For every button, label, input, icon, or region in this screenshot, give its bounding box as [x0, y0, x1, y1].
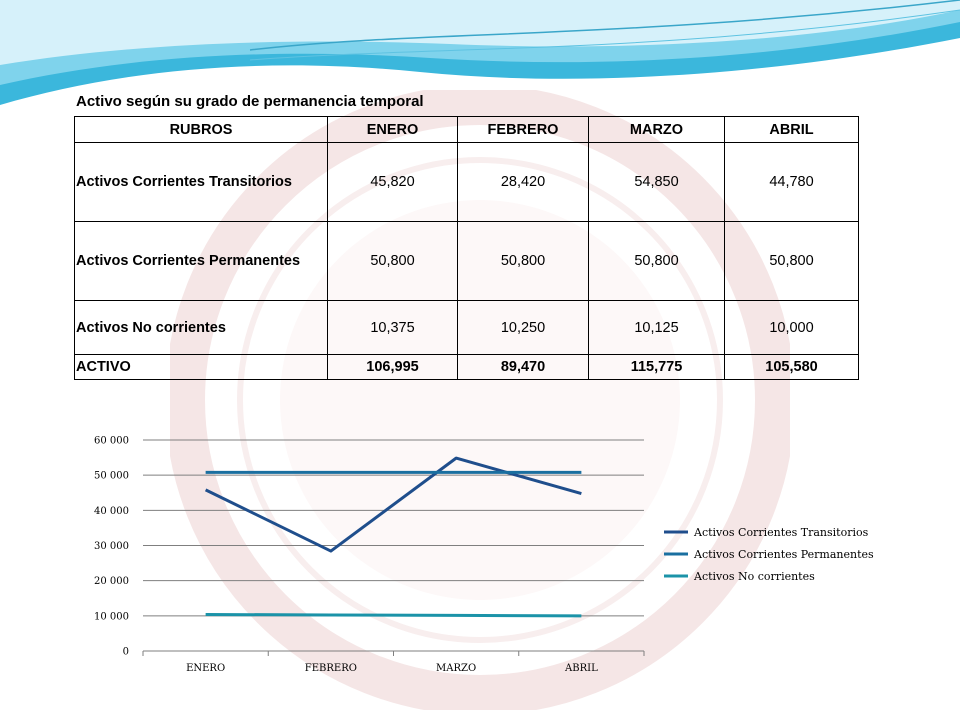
header-febrero: FEBRERO [457, 116, 589, 143]
table-total-row: ACTIVO 106,995 89,470 115,775 105,580 [74, 354, 859, 380]
header-rubros: RUBROS [74, 116, 328, 143]
total-label: ACTIVO [74, 354, 328, 380]
cell-value: 10,375 [327, 300, 458, 355]
table-header-row: RUBROS ENERO FEBRERO MARZO ABRIL [74, 116, 859, 143]
header-wave-decoration [0, 0, 960, 105]
total-value: 89,470 [457, 354, 589, 380]
header-enero: ENERO [327, 116, 458, 143]
x-tick-label: ABRIL [564, 663, 598, 674]
cell-value: 50,800 [724, 221, 859, 301]
y-tick-label: 20 000 [94, 576, 129, 587]
series-line [204, 456, 582, 553]
total-value: 106,995 [327, 354, 458, 380]
y-tick-label: 30 000 [94, 541, 129, 552]
cell-value: 10,250 [457, 300, 589, 355]
line-chart: 0 10 000 20 000 30 000 40 000 50 000 60 000 ENE… [94, 436, 874, 675]
cell-value: 10,000 [724, 300, 859, 355]
assets-table: RUBROS ENERO FEBRERO MARZO ABRIL Activos… [74, 116, 859, 380]
series-line [205, 613, 582, 618]
table-row: Activos Corrientes Permanentes 50,800 50… [74, 221, 859, 301]
legend-label: Activos Corrientes Permanentes [693, 548, 874, 561]
header-abril: ABRIL [724, 116, 859, 143]
table-title: Activo según su grado de permanencia tem… [76, 93, 424, 110]
cell-value: 28,420 [457, 142, 589, 222]
legend-label: Activos Corrientes Transitorios [693, 526, 869, 539]
x-tick-label: ENERO [186, 663, 225, 674]
total-value: 115,775 [588, 354, 725, 380]
cell-value: 54,850 [588, 142, 725, 222]
y-tick-label: 0 [123, 647, 129, 658]
row-label: Activos Corrientes Permanentes [74, 221, 328, 301]
x-tick-label: FEBRERO [305, 663, 357, 674]
row-label: Activos No corrientes [74, 300, 328, 355]
row-label: Activos Corrientes Transitorios [74, 142, 328, 222]
header-marzo: MARZO [588, 116, 725, 143]
y-tick-label: 40 000 [94, 506, 129, 517]
cell-value: 44,780 [724, 142, 859, 222]
y-tick-label: 50 000 [94, 471, 129, 482]
table-row: Activos No corrientes 10,375 10,250 10,1… [74, 300, 859, 355]
cell-value: 10,125 [588, 300, 725, 355]
total-value: 105,580 [724, 354, 859, 380]
cell-value: 50,800 [457, 221, 589, 301]
x-tick-label: MARZO [436, 663, 476, 674]
legend-label: Activos No corrientes [693, 570, 815, 583]
table-row: Activos Corrientes Transitorios 45,820 2… [74, 142, 859, 222]
y-tick-label: 60 000 [94, 436, 129, 447]
cell-value: 50,800 [588, 221, 725, 301]
cell-value: 50,800 [327, 221, 458, 301]
y-tick-label: 10 000 [94, 611, 129, 622]
cell-value: 45,820 [327, 142, 458, 222]
